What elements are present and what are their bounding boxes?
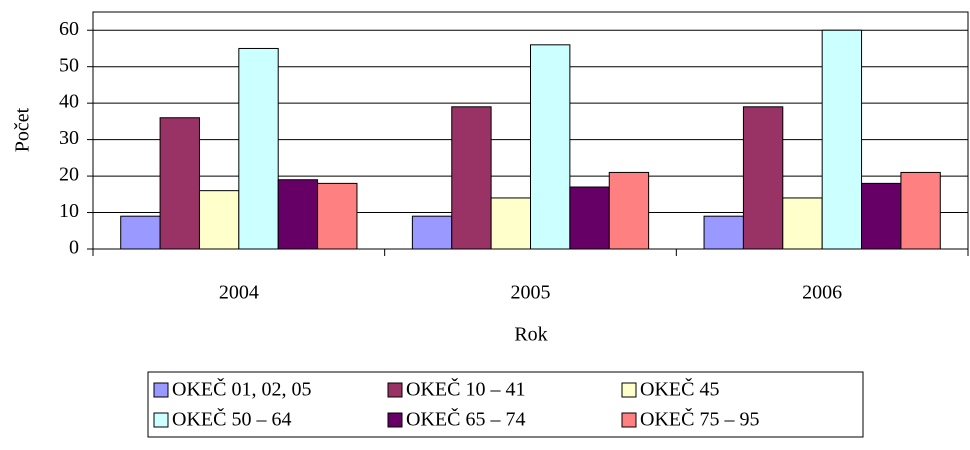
legend-label: OKEČ 65 – 74	[406, 407, 525, 431]
legend-label: OKEČ 75 – 95	[640, 407, 759, 431]
legend-label: OKEČ 10 – 41	[406, 377, 525, 401]
legend-swatch	[387, 382, 403, 398]
bar	[742, 106, 784, 250]
bar	[317, 182, 358, 250]
bar	[703, 215, 744, 250]
bar	[238, 47, 279, 250]
bar	[490, 197, 531, 250]
bar	[451, 106, 492, 250]
x-tick-label: 2006	[802, 282, 842, 304]
bar	[569, 186, 610, 250]
y-tick-label: 60	[59, 18, 79, 40]
x-tick-label: 2005	[511, 282, 551, 304]
y-axis-label: Počet	[12, 107, 34, 152]
legend-swatch	[621, 382, 637, 398]
bar	[159, 117, 200, 250]
bar	[411, 215, 453, 250]
legend-label: OKEČ 50 – 64	[172, 407, 291, 431]
bar	[277, 179, 319, 250]
legend-label: OKEČ 01, 02, 05	[172, 377, 311, 401]
bar	[821, 29, 863, 250]
bar	[198, 190, 240, 250]
legend-label: OKEČ 45	[640, 377, 719, 401]
bar	[530, 44, 571, 250]
x-tick-label: 2004	[219, 282, 259, 304]
bar	[900, 171, 941, 250]
bar	[608, 171, 650, 250]
bar	[120, 215, 161, 250]
legend-swatch	[153, 382, 169, 398]
y-tick-label: 40	[59, 91, 79, 113]
legend-swatch	[153, 412, 169, 428]
bar	[861, 182, 902, 250]
bar	[782, 197, 823, 250]
y-tick-label: 0	[69, 237, 79, 259]
x-axis-label: Rok	[514, 324, 547, 346]
legend-swatch	[387, 412, 403, 428]
y-tick-label: 20	[59, 164, 79, 186]
y-tick-label: 30	[59, 127, 79, 149]
legend-swatch	[621, 412, 637, 428]
y-tick-label: 10	[59, 200, 79, 222]
y-tick-label: 50	[59, 54, 79, 76]
legend-box	[147, 371, 864, 438]
